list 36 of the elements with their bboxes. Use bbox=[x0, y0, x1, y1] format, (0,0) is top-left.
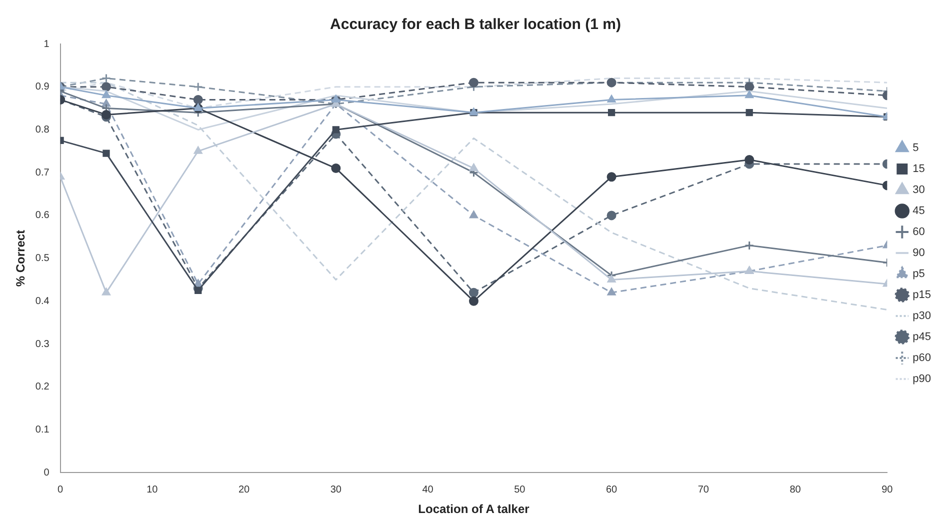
legend-label: 90 bbox=[912, 247, 925, 260]
legend-label: p5 bbox=[912, 268, 925, 280]
legend-label: 60 bbox=[912, 226, 925, 238]
legend-label: 15 bbox=[912, 163, 925, 176]
legend-label: 5 bbox=[912, 142, 919, 154]
legend-label: p45 bbox=[912, 331, 932, 344]
y-tick-label: 0.8 bbox=[35, 124, 50, 136]
x-tick-label: 40 bbox=[422, 484, 434, 496]
x-tick-label: 70 bbox=[698, 484, 710, 496]
x-tick-label: 90 bbox=[882, 484, 894, 496]
y-tick-label: 1 bbox=[44, 38, 50, 50]
x-tick-label: 20 bbox=[238, 484, 250, 496]
chart-title: Accuracy for each B talker location (1 m) bbox=[330, 16, 621, 34]
y-tick-label: 0.5 bbox=[35, 253, 50, 264]
x-tick-label: 10 bbox=[146, 484, 158, 496]
y-tick-label: 0.1 bbox=[35, 424, 50, 436]
y-tick-label: 0.9 bbox=[35, 82, 50, 93]
legend-label: 30 bbox=[912, 184, 925, 196]
legend-label: 45 bbox=[912, 205, 925, 218]
legend-label: p60 bbox=[912, 352, 932, 364]
x-tick-label: 0 bbox=[58, 484, 64, 496]
x-tick-label: 60 bbox=[606, 484, 618, 496]
y-tick-label: 0.7 bbox=[35, 167, 50, 178]
legend-label: p30 bbox=[912, 310, 932, 322]
y-tick-label: 0 bbox=[44, 467, 50, 478]
legend-label: p15 bbox=[912, 289, 932, 302]
y-tick-label: 0.4 bbox=[35, 296, 50, 307]
y-tick-label: 0.3 bbox=[35, 338, 50, 350]
y-tick-label: 0.2 bbox=[35, 382, 50, 393]
x-tick-label: 80 bbox=[790, 484, 802, 496]
x-tick-label: 30 bbox=[330, 484, 342, 496]
x-tick-label: 50 bbox=[514, 484, 526, 496]
legend-label: p90 bbox=[912, 373, 932, 386]
x-axis-title: Location of A talker bbox=[418, 502, 530, 516]
y-axis-title: % Correct bbox=[14, 230, 28, 287]
y-tick-label: 0.6 bbox=[35, 210, 50, 222]
